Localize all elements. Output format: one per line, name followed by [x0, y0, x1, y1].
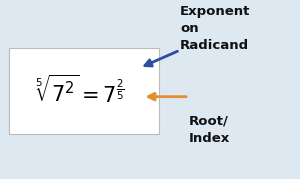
Text: $\sqrt[5]{7^2} = 7^{\frac{2}{5}}$: $\sqrt[5]{7^2} = 7^{\frac{2}{5}}$ — [34, 74, 124, 107]
Text: Exponent
on
Radicand: Exponent on Radicand — [180, 5, 250, 52]
FancyBboxPatch shape — [9, 48, 159, 134]
Text: Root/
Index: Root/ Index — [189, 115, 230, 145]
